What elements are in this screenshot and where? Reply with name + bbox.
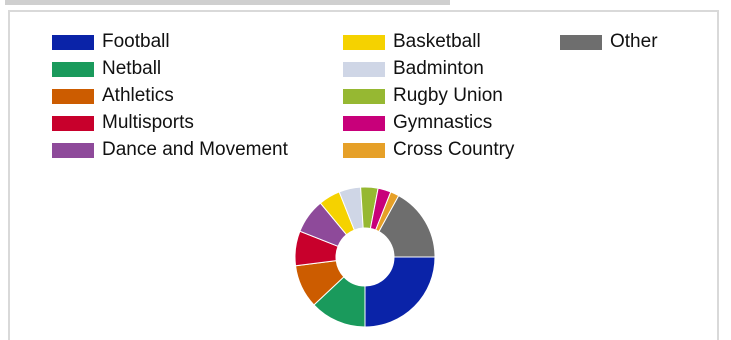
legend-swatch-rugby-union	[343, 88, 385, 104]
legend-item-basketball: Basketball	[343, 31, 481, 53]
legend-swatch-cross-country	[343, 142, 385, 158]
legend-label-rugby-union: Rugby Union	[393, 85, 503, 106]
legend-label-gymnastics: Gymnastics	[393, 112, 493, 133]
legend-swatch-netball	[52, 61, 94, 77]
legend-swatch-football	[52, 34, 94, 50]
chart-legend: Football Basketball Other Netball Badminton A…	[10, 12, 717, 162]
legend-item-football: Football	[52, 31, 170, 53]
legend-label-badminton: Badminton	[393, 58, 484, 79]
slice-football	[364, 256, 436, 328]
slice-other	[378, 194, 436, 258]
legend-item-cross-country: Cross Country	[343, 139, 514, 161]
legend-swatch-athletics	[52, 88, 94, 104]
legend-item-other: Other	[560, 31, 658, 53]
top-divider-strip	[5, 0, 450, 5]
chart-panel: Football Basketball Other Netball Badminton A…	[8, 10, 719, 340]
legend-item-gymnastics: Gymnastics	[343, 112, 492, 134]
legend-swatch-dance-and-movement	[52, 142, 94, 158]
legend-label-cross-country: Cross Country	[393, 139, 515, 160]
legend-label-multisports: Multisports	[102, 112, 194, 133]
legend-item-multisports: Multisports	[52, 112, 194, 134]
legend-swatch-gymnastics	[343, 115, 385, 131]
legend-item-dance-and-movement: Dance and Movement	[52, 139, 288, 161]
legend-label-netball: Netball	[102, 58, 162, 79]
legend-item-badminton: Badminton	[343, 58, 484, 80]
legend-label-football: Football	[102, 31, 170, 52]
legend-swatch-badminton	[343, 61, 385, 77]
legend-label-dance-and-movement: Dance and Movement	[102, 139, 288, 160]
legend-swatch-other	[560, 34, 602, 50]
donut-chart	[294, 186, 436, 328]
legend-label-other: Other	[610, 31, 658, 52]
legend-swatch-multisports	[52, 115, 94, 131]
legend-item-netball: Netball	[52, 58, 161, 80]
legend-label-basketball: Basketball	[393, 31, 481, 52]
legend-swatch-basketball	[343, 34, 385, 50]
legend-item-rugby-union: Rugby Union	[343, 85, 503, 107]
legend-item-athletics: Athletics	[52, 85, 174, 107]
legend-label-athletics: Athletics	[102, 85, 174, 106]
